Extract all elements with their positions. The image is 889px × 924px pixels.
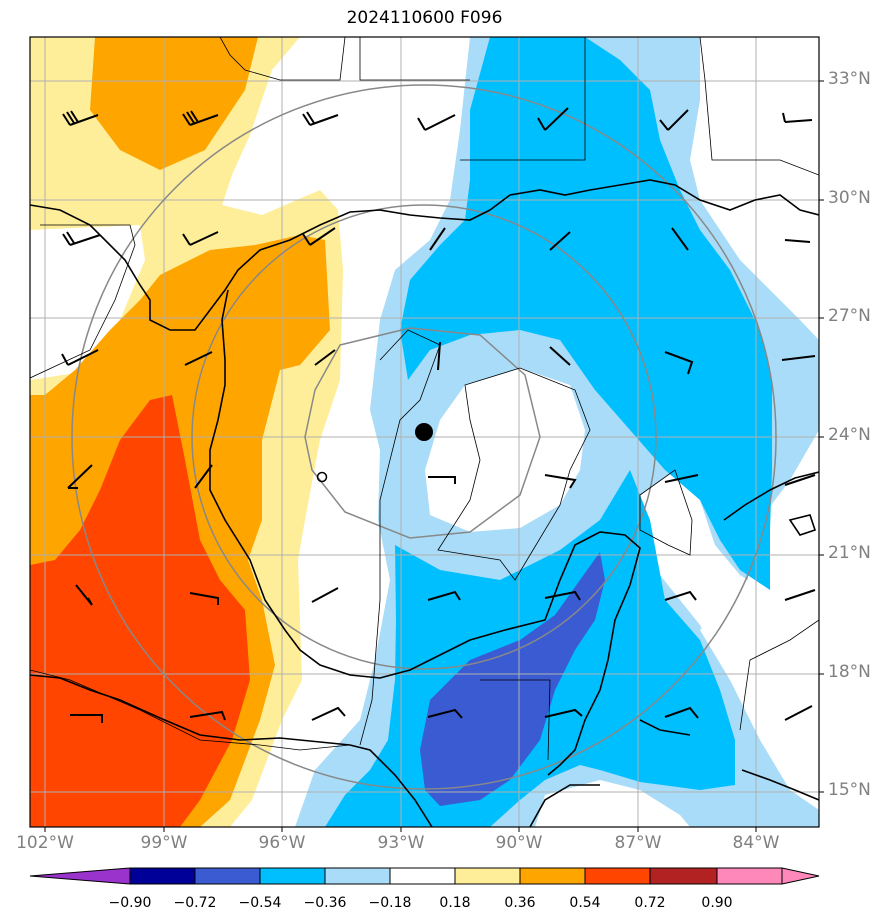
plot-frame	[29, 36, 820, 828]
lon-label-84w: 84°W	[732, 833, 780, 853]
field-royal-blue	[420, 552, 605, 806]
coastlines	[30, 179, 819, 827]
colorbar-label: 0.36	[504, 895, 536, 911]
colorbar-bin	[389, 867, 456, 885]
colorbar-label: −0.18	[368, 895, 412, 911]
colorbar-label: 0.90	[701, 895, 733, 911]
map-title: 2024110600 F096	[346, 8, 503, 28]
lat-label-33n: 33°N	[828, 69, 871, 89]
colorbar-bin	[194, 867, 261, 885]
colorbar-label: 0.18	[439, 895, 471, 911]
colorbar	[29, 867, 820, 885]
colorbar-bin	[584, 867, 651, 885]
colorbar-bin	[716, 867, 783, 885]
range-rings	[71, 84, 777, 790]
colorbar-min-extend	[29, 867, 131, 885]
lon-label-90w: 90°W	[495, 833, 543, 853]
field-blue	[325, 37, 772, 827]
colorbar-label: −0.90	[108, 895, 152, 911]
lat-label-27n: 27°N	[828, 306, 871, 326]
colorbar-max-extend	[781, 867, 820, 885]
colorbar-label: −0.54	[238, 895, 282, 911]
colorbar-label: 0.54	[569, 895, 601, 911]
lat-label-15n: 15°N	[828, 780, 871, 800]
colorbar-label: 0.72	[634, 895, 666, 911]
colorbar-bin	[649, 867, 718, 885]
axis-ticks	[44, 80, 824, 832]
graticule	[30, 37, 819, 827]
storm-center-marker	[415, 423, 433, 441]
field-white-center	[425, 368, 585, 532]
colorbar-bin	[454, 867, 521, 885]
lon-label-87w: 87°W	[614, 833, 662, 853]
lat-label-24n: 24°N	[828, 425, 871, 445]
map-plot-area	[30, 37, 819, 827]
lon-label-93w: 93°W	[377, 833, 425, 853]
colorbar-label: −0.72	[173, 895, 217, 911]
lat-label-18n: 18°N	[828, 662, 871, 682]
lat-label-30n: 30°N	[828, 188, 871, 208]
lon-label-102w: 102°W	[16, 833, 74, 853]
field-red-orange	[30, 395, 250, 827]
wind-barbs	[61, 107, 816, 723]
field-white-west	[30, 225, 145, 380]
lon-label-99w: 99°W	[140, 833, 188, 853]
political-borders	[30, 37, 819, 761]
colorbar-bin	[324, 867, 391, 885]
lat-label-21n: 21°N	[828, 543, 871, 563]
secondary-center-marker	[316, 471, 328, 483]
colorbar-bin	[519, 867, 586, 885]
colorbar-label: −0.36	[303, 895, 347, 911]
field-white-east	[640, 470, 819, 720]
lon-label-96w: 96°W	[258, 833, 306, 853]
colorbar-bin	[129, 867, 196, 885]
colorbar-bin	[259, 867, 326, 885]
